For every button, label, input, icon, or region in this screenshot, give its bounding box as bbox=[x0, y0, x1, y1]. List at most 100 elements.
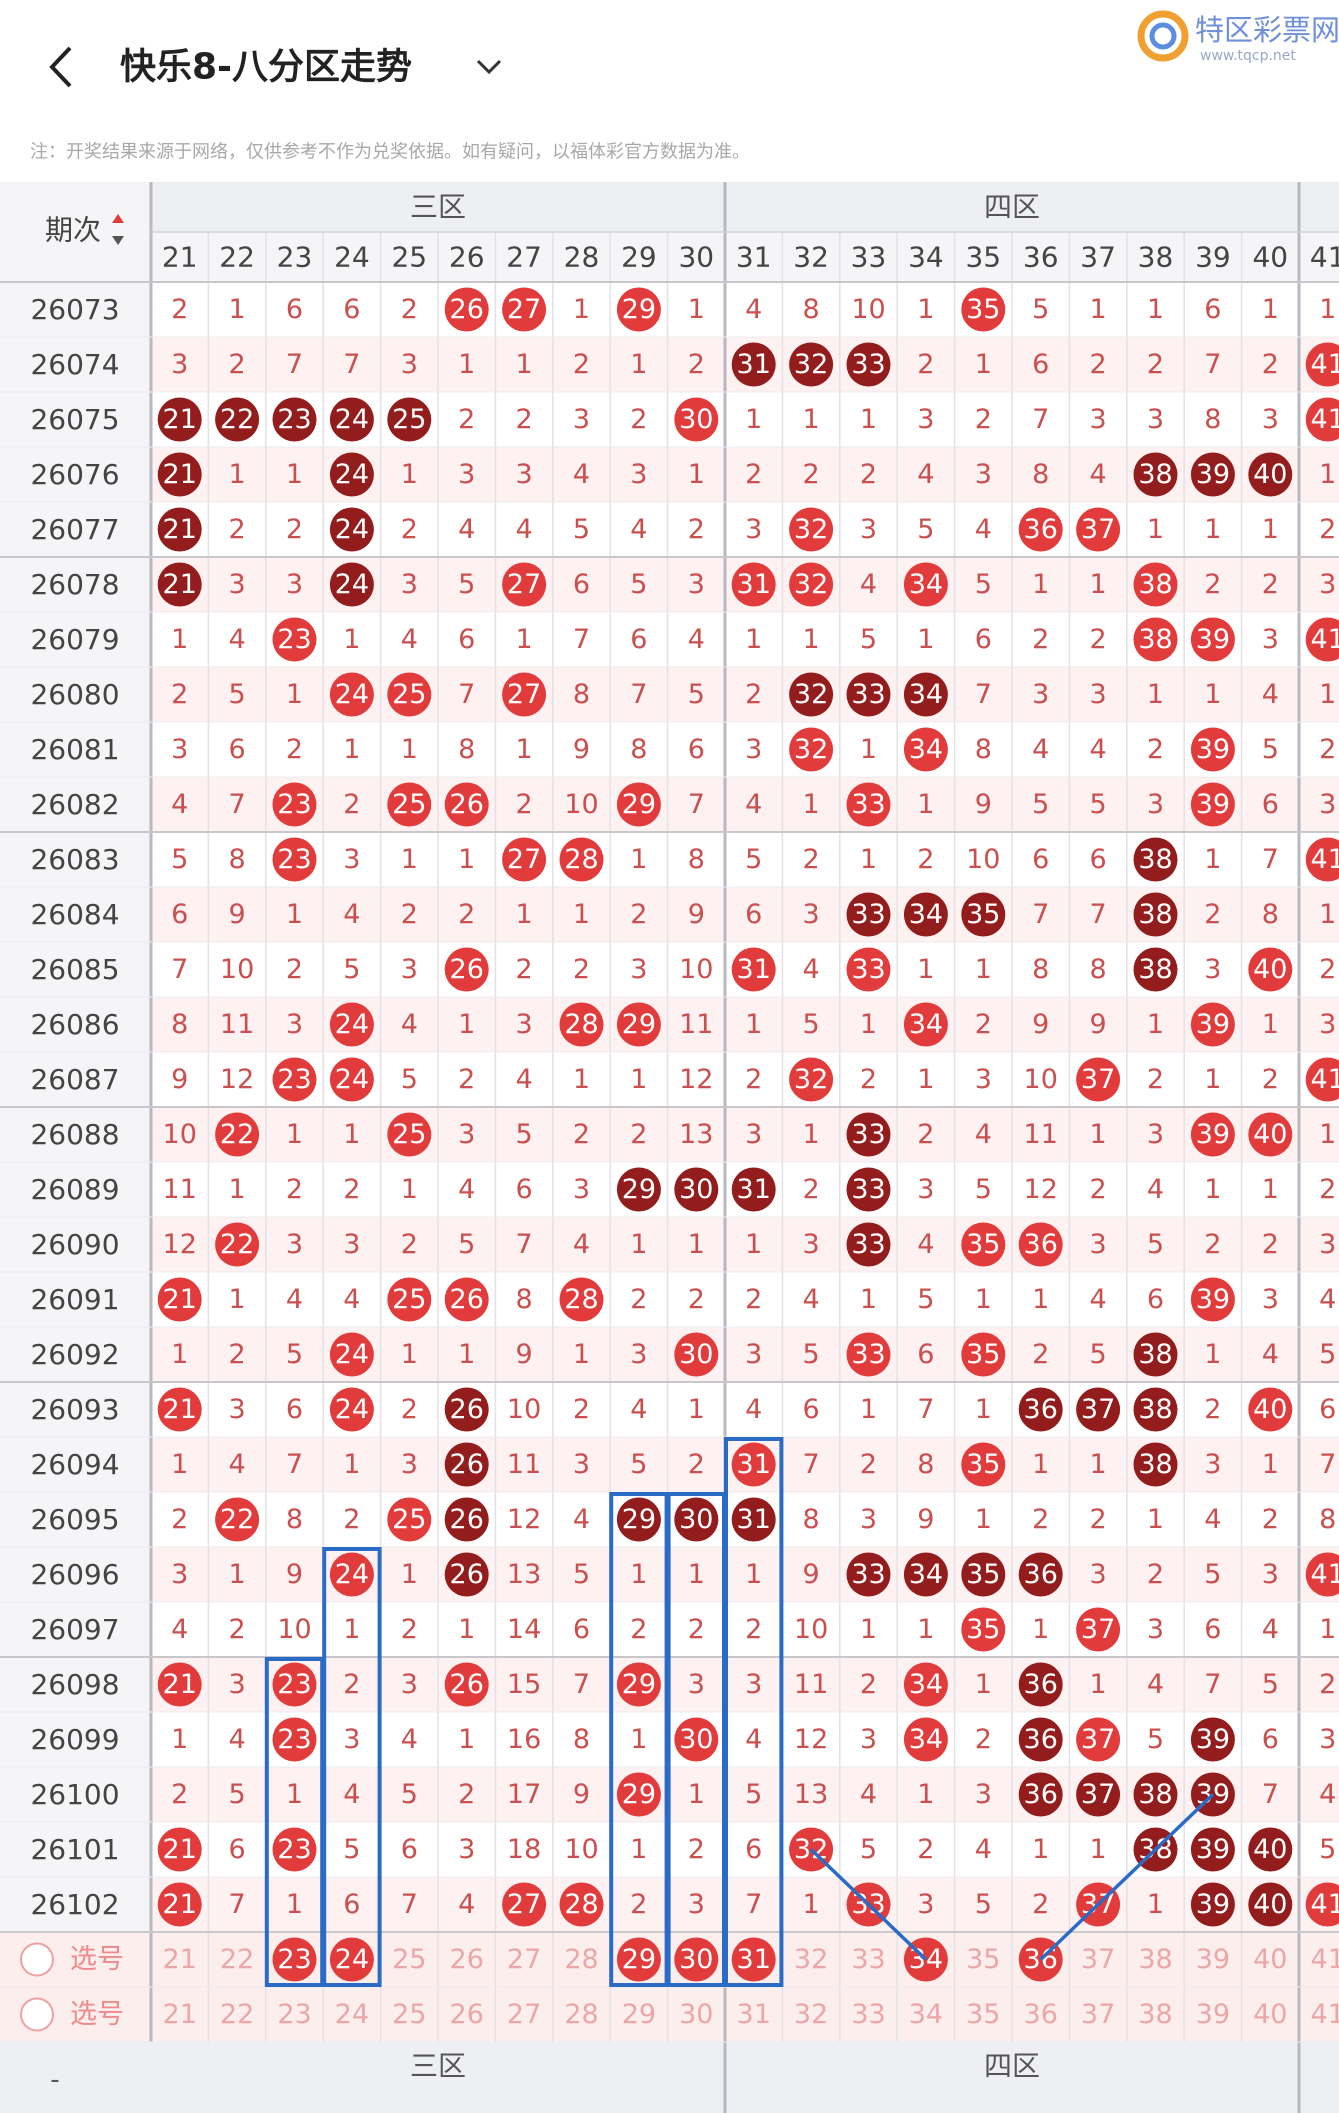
selected-ball[interactable] bbox=[272, 1937, 317, 1982]
miss-count: 4 bbox=[630, 514, 647, 545]
miss-count: 2 bbox=[745, 1284, 762, 1315]
select-number[interactable]: 28 bbox=[564, 1944, 598, 1975]
select-number[interactable]: 23 bbox=[277, 1999, 311, 2030]
select-number[interactable]: 33 bbox=[851, 1944, 885, 1975]
ball bbox=[215, 397, 260, 442]
miss-count: 5 bbox=[573, 1559, 590, 1590]
select-number[interactable]: 33 bbox=[851, 1999, 885, 2030]
ball-number: 35 bbox=[966, 1229, 1000, 1260]
select-number[interactable]: 28 bbox=[564, 1999, 598, 2030]
select-number[interactable]: 27 bbox=[507, 1999, 541, 2030]
ball-number: 35 bbox=[966, 1449, 1000, 1480]
select-number[interactable]: 32 bbox=[794, 1999, 828, 2030]
select-number[interactable]: 31 bbox=[737, 1944, 771, 1975]
ball bbox=[846, 1222, 891, 1267]
select-number[interactable]: 38 bbox=[1138, 1944, 1172, 1975]
miss-count: 3 bbox=[1204, 1449, 1221, 1480]
miss-count: 3 bbox=[630, 459, 647, 490]
select-radio[interactable] bbox=[20, 1997, 54, 2032]
miss-count: 4 bbox=[803, 954, 820, 985]
miss-count: 10 bbox=[851, 294, 885, 325]
ball-number: 29 bbox=[622, 1174, 656, 1205]
select-number[interactable]: 24 bbox=[335, 1944, 369, 1975]
issue-number: 26098 bbox=[30, 1668, 119, 1701]
select-number[interactable]: 35 bbox=[966, 1999, 1000, 2030]
ball bbox=[329, 397, 374, 442]
miss-count: 3 bbox=[1262, 404, 1279, 435]
selected-ball[interactable] bbox=[674, 1937, 719, 1982]
select-number[interactable]: 25 bbox=[392, 1999, 426, 2030]
miss-count: 2 bbox=[1147, 349, 1164, 380]
logo-icon bbox=[1137, 10, 1189, 62]
sort-icon[interactable] bbox=[112, 214, 124, 223]
miss-count: 1 bbox=[1147, 1504, 1164, 1535]
ball-number: 39 bbox=[1196, 624, 1230, 655]
ball bbox=[444, 1552, 489, 1597]
select-number[interactable]: 41 bbox=[1311, 1944, 1339, 1975]
miss-count: 1 bbox=[1090, 1834, 1107, 1865]
ball bbox=[1076, 1772, 1121, 1817]
select-number[interactable]: 24 bbox=[335, 1999, 369, 2030]
select-number[interactable]: 32 bbox=[794, 1944, 828, 1975]
select-number[interactable]: 39 bbox=[1196, 1999, 1230, 2030]
ball-number: 33 bbox=[851, 954, 885, 985]
select-number[interactable]: 27 bbox=[507, 1944, 541, 1975]
ball bbox=[616, 1002, 661, 1047]
miss-count: 2 bbox=[171, 1504, 188, 1535]
select-number[interactable]: 34 bbox=[909, 1999, 943, 2030]
ball bbox=[789, 562, 834, 607]
ball bbox=[1190, 452, 1235, 497]
selected-ball[interactable] bbox=[616, 1937, 661, 1982]
back-button[interactable] bbox=[49, 46, 72, 88]
zone-label: 三区 bbox=[410, 2050, 466, 2083]
dropdown-icon[interactable] bbox=[476, 59, 502, 75]
select-number[interactable]: 29 bbox=[622, 1944, 656, 1975]
select-number[interactable]: 41 bbox=[1311, 1999, 1339, 2030]
miss-count: 1 bbox=[401, 1559, 418, 1590]
issue-header: 期次 bbox=[45, 214, 101, 247]
select-radio[interactable] bbox=[20, 1942, 54, 1977]
ball bbox=[444, 1387, 489, 1432]
miss-count: 9 bbox=[975, 789, 992, 820]
select-number[interactable]: 21 bbox=[163, 1999, 197, 2030]
select-number[interactable]: 26 bbox=[450, 1999, 484, 2030]
select-number[interactable]: 31 bbox=[737, 1999, 771, 2030]
select-number[interactable]: 40 bbox=[1253, 1999, 1287, 2030]
miss-count: 1 bbox=[1319, 1119, 1336, 1150]
miss-count: 4 bbox=[171, 789, 188, 820]
ball bbox=[1133, 562, 1178, 607]
miss-count: 9 bbox=[573, 1779, 590, 1810]
miss-count: 1 bbox=[343, 1119, 360, 1150]
select-number[interactable]: 30 bbox=[679, 1944, 713, 1975]
select-number[interactable]: 21 bbox=[163, 1944, 197, 1975]
select-number[interactable]: 25 bbox=[392, 1944, 426, 1975]
select-number[interactable]: 22 bbox=[220, 1944, 254, 1975]
select-number[interactable]: 37 bbox=[1081, 1999, 1115, 2030]
select-number[interactable]: 29 bbox=[622, 1999, 656, 2030]
select-number[interactable]: 35 bbox=[966, 1944, 1000, 1975]
ball-number: 22 bbox=[220, 404, 254, 435]
select-number[interactable]: 39 bbox=[1196, 1944, 1230, 1975]
miss-count: 1 bbox=[1319, 294, 1336, 325]
select-number[interactable]: 22 bbox=[220, 1999, 254, 2030]
select-number[interactable]: 26 bbox=[450, 1944, 484, 1975]
select-number[interactable]: 23 bbox=[277, 1944, 311, 1975]
select-number[interactable]: 37 bbox=[1081, 1944, 1115, 1975]
sort-icon[interactable] bbox=[112, 236, 124, 245]
ball bbox=[1133, 947, 1178, 992]
ball bbox=[559, 1882, 604, 1927]
miss-count: 10 bbox=[220, 954, 254, 985]
issue-number: 26076 bbox=[30, 458, 119, 491]
select-number[interactable]: 30 bbox=[679, 1999, 713, 2030]
miss-count: 4 bbox=[688, 624, 705, 655]
miss-count: 4 bbox=[745, 1394, 762, 1425]
selected-ball[interactable] bbox=[329, 1937, 374, 1982]
select-number[interactable]: 38 bbox=[1138, 1999, 1172, 2030]
ball-number: 39 bbox=[1196, 1889, 1230, 1920]
miss-count: 9 bbox=[516, 1339, 533, 1370]
select-number[interactable]: 40 bbox=[1253, 1944, 1287, 1975]
issue-number: 26085 bbox=[30, 953, 119, 986]
selected-ball[interactable] bbox=[731, 1937, 776, 1982]
miss-count: 1 bbox=[573, 1339, 590, 1370]
select-number[interactable]: 36 bbox=[1024, 1999, 1058, 2030]
